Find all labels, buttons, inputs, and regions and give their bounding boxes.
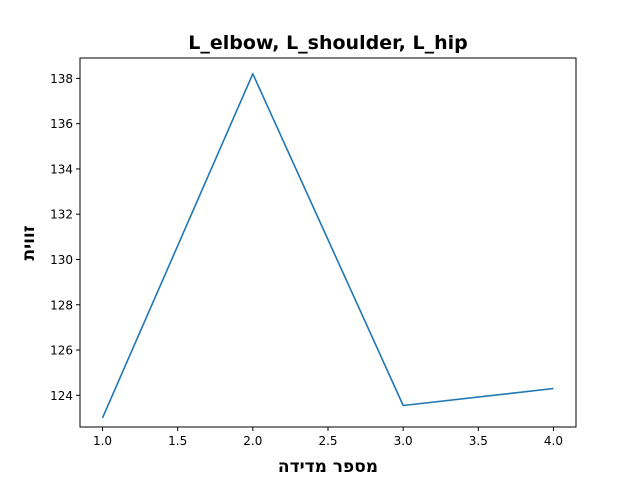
y-tick-label: 128 xyxy=(50,298,73,312)
x-tick-label: 3.5 xyxy=(469,434,488,448)
x-tick-label: 2.5 xyxy=(318,434,337,448)
y-axis-ticks: 124 126 128 130 132 134 136 138 xyxy=(50,72,80,403)
x-tick-label: 4.0 xyxy=(544,434,563,448)
x-axis-label: מספר מדידה xyxy=(278,457,378,477)
y-axis-label: זווית xyxy=(19,225,39,260)
y-tick-label: 126 xyxy=(50,344,73,358)
y-tick-label: 130 xyxy=(50,253,73,267)
y-tick-label: 136 xyxy=(50,117,73,131)
x-tick-label: 2.0 xyxy=(243,434,262,448)
y-tick-label: 132 xyxy=(50,208,73,222)
x-tick-label: 1.0 xyxy=(93,434,112,448)
plot-area xyxy=(79,57,577,428)
y-tick-label: 138 xyxy=(50,72,73,86)
x-tick-label: 1.5 xyxy=(168,434,187,448)
series-line xyxy=(101,73,554,419)
y-tick-label: 124 xyxy=(50,389,73,403)
y-tick-label: 134 xyxy=(50,162,73,176)
plot-frame xyxy=(79,57,577,428)
chart-title: L_elbow, L_shoulder, L_hip xyxy=(188,32,468,54)
x-tick-label: 3.0 xyxy=(394,434,413,448)
x-axis-ticks: 1.0 1.5 2.0 2.5 3.0 3.5 4.0 xyxy=(93,427,563,448)
series-layer xyxy=(101,73,554,419)
